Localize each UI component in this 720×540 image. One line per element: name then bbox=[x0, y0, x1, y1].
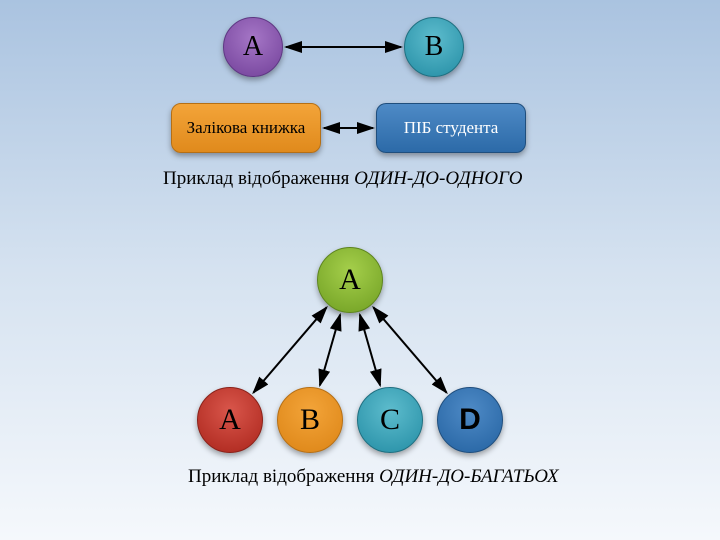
caption-one-to-many: Приклад відображення ОДИН-ДО-БАГАТЬОХ bbox=[188, 466, 559, 488]
node-label: A bbox=[339, 263, 361, 297]
node-a-hub: A bbox=[317, 247, 383, 313]
caption-plain: Приклад відображення bbox=[163, 168, 354, 189]
rect-label: ПІБ студента bbox=[404, 118, 499, 138]
node-b-top-right: B bbox=[404, 17, 464, 77]
node-label: D bbox=[459, 403, 481, 437]
node-label: A bbox=[219, 403, 241, 437]
rect-pib: ПІБ студента bbox=[376, 103, 526, 153]
node-a-child: A bbox=[197, 387, 263, 453]
node-label: C bbox=[380, 403, 400, 437]
caption-one-to-one: Приклад відображення ОДИН-ДО-ОДНОГО bbox=[163, 168, 522, 190]
node-label: B bbox=[425, 31, 444, 63]
node-d-child: D bbox=[437, 387, 503, 453]
rect-zalikova: Залікова книжка bbox=[171, 103, 321, 153]
caption-plain: Приклад відображення bbox=[188, 466, 379, 487]
node-a-top-left: A bbox=[223, 17, 283, 77]
rect-label: Залікова книжка bbox=[187, 118, 306, 138]
caption-italic: ОДИН-ДО-ОДНОГО bbox=[354, 168, 522, 189]
caption-italic: ОДИН-ДО-БАГАТЬОХ bbox=[379, 466, 559, 487]
node-c-child: C bbox=[357, 387, 423, 453]
node-label: B bbox=[300, 403, 320, 437]
node-b-child: B bbox=[277, 387, 343, 453]
node-label: A bbox=[243, 31, 263, 63]
